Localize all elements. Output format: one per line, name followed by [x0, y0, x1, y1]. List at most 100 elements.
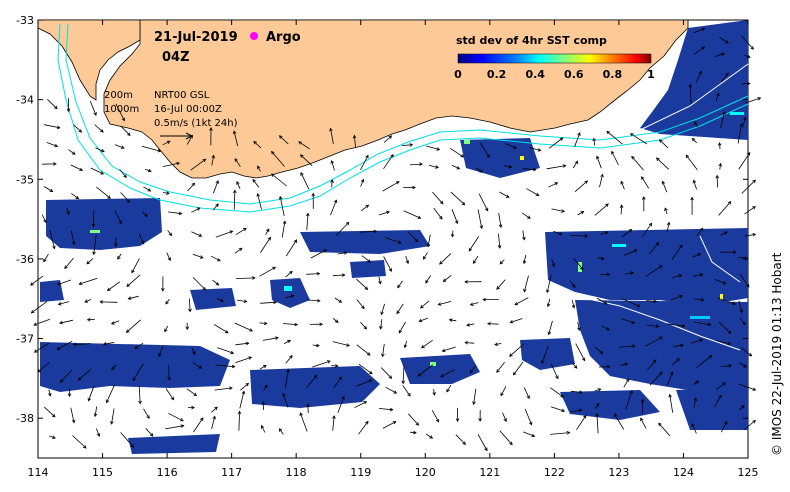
current-vector [659, 139, 669, 149]
current-vector-head [509, 320, 514, 324]
current-vector-head [432, 392, 436, 396]
current-vector [312, 360, 331, 368]
current-vector-head [435, 165, 440, 169]
current-vector [119, 169, 127, 178]
current-vector [236, 181, 241, 189]
current-vector-head [397, 284, 401, 289]
current-vector [696, 355, 713, 368]
current-vector-head [560, 394, 565, 398]
current-vector [472, 255, 479, 264]
current-vector [596, 297, 608, 305]
current-vector-head [596, 155, 600, 160]
current-vector-head [56, 346, 61, 350]
current-vector [44, 406, 56, 418]
current-vector-head [272, 266, 277, 271]
current-vector-head [110, 421, 114, 425]
current-vector-head [232, 130, 237, 135]
current-vector [669, 394, 674, 413]
current-vector [500, 386, 507, 396]
current-vector-head [658, 265, 663, 269]
legend-product-date: 16-Jul 00:00Z [154, 104, 222, 115]
current-vector [271, 151, 285, 167]
current-vector [259, 365, 267, 370]
current-vector-head [278, 135, 283, 139]
current-vector [284, 369, 289, 389]
current-vector [714, 278, 726, 285]
current-vector [186, 135, 193, 145]
current-vector-head [316, 271, 321, 276]
current-vector-head [527, 215, 531, 219]
current-vector-head [180, 424, 185, 428]
current-vector [331, 179, 333, 188]
current-vector [740, 347, 752, 357]
current-vector-head [289, 270, 293, 275]
current-vector [696, 228, 704, 236]
current-vector [526, 188, 539, 196]
current-vector-head [86, 260, 90, 265]
current-vector-head [166, 140, 171, 145]
current-vector-head [498, 224, 503, 229]
current-vector [145, 428, 154, 437]
current-vector-head [442, 278, 447, 283]
current-vector [337, 252, 347, 255]
current-vector-head [326, 360, 331, 364]
current-vector [300, 154, 313, 166]
current-vector [190, 158, 206, 171]
current-vector [529, 147, 541, 151]
current-vector-head [653, 299, 658, 303]
current-vector [79, 277, 98, 285]
current-vector [658, 422, 671, 437]
current-vector [449, 319, 457, 322]
current-vector [738, 300, 743, 313]
current-vector [719, 163, 721, 170]
current-vector-head [462, 441, 466, 445]
current-vector-head [147, 188, 152, 192]
current-vector [570, 390, 583, 393]
current-vector [360, 322, 367, 330]
current-vector [625, 272, 634, 275]
current-vector-head [215, 180, 219, 184]
current-vector-head [262, 364, 267, 369]
current-vector-head [299, 412, 303, 417]
current-vector [192, 277, 206, 291]
current-vector-head [604, 231, 609, 235]
current-vector-head [508, 165, 513, 169]
current-vector-head [487, 321, 491, 326]
current-vector [597, 257, 605, 260]
current-vector [641, 223, 653, 238]
current-vector-head [72, 342, 77, 347]
current-vector-head [167, 257, 171, 262]
current-vector-head [388, 135, 393, 139]
current-vector [594, 388, 601, 392]
current-vector-head [572, 284, 576, 289]
current-vector-head [752, 387, 757, 391]
current-vector-head [412, 185, 416, 190]
current-vector-head [365, 420, 369, 425]
current-vector [465, 342, 475, 344]
current-vector-head [234, 158, 238, 162]
current-vector-head [66, 211, 70, 216]
current-vector-head [693, 397, 698, 402]
current-vector [96, 428, 100, 437]
current-vector-head [746, 283, 750, 288]
current-vector [432, 191, 444, 205]
current-vector-head [748, 352, 753, 357]
colorbar-tick-label: 0.8 [603, 68, 623, 81]
current-vector-head [636, 304, 641, 308]
current-vector [479, 142, 490, 158]
current-vector-head [166, 191, 170, 195]
current-vector-head [522, 260, 527, 265]
current-vector-head [214, 406, 218, 411]
current-vector-head [252, 276, 256, 280]
current-vector [192, 362, 202, 369]
y-tick-label: -33 [16, 14, 34, 27]
x-tick-label: 119 [350, 466, 371, 479]
current-vector [66, 207, 70, 215]
current-vector-head [469, 302, 474, 306]
current-vector [692, 274, 703, 277]
current-vector-head [178, 211, 183, 216]
current-vector-head [369, 370, 373, 375]
current-vector [498, 212, 502, 228]
current-vector-head [469, 369, 474, 374]
current-vector [49, 435, 56, 439]
